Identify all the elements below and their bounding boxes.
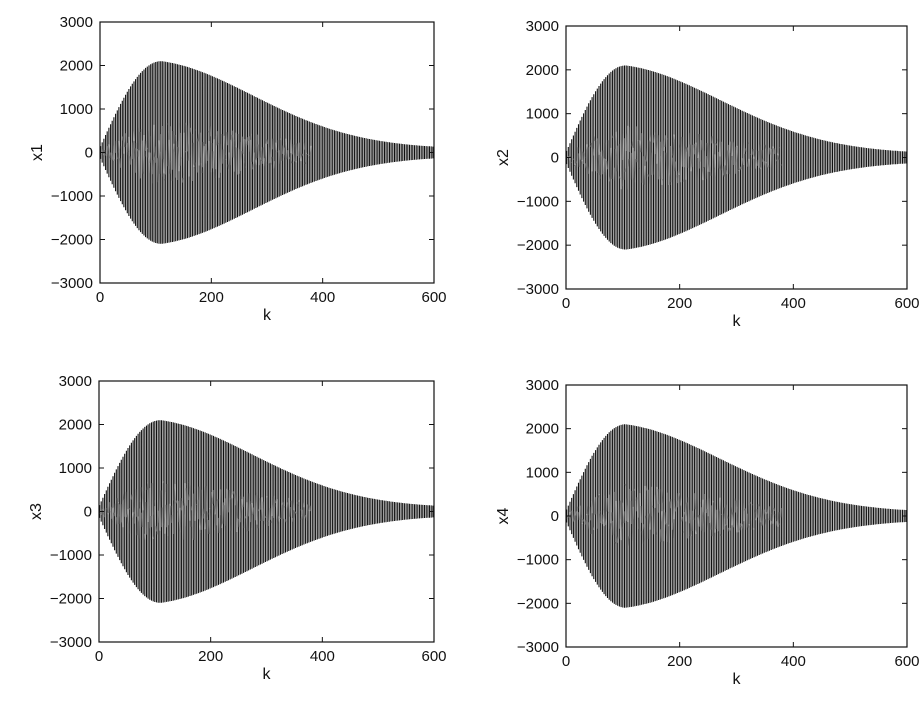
signal-inner-texture	[566, 483, 782, 546]
y-axis-label: x3	[28, 503, 45, 520]
y-tick-label: 0	[85, 145, 93, 162]
signal-oscillation	[566, 424, 907, 608]
y-tick-label: −1000	[50, 547, 92, 564]
y-tick-label: −3000	[517, 281, 559, 298]
x-tick-label: 400	[781, 295, 806, 312]
y-tick-label: 3000	[60, 14, 93, 31]
y-tick-label: −3000	[51, 275, 93, 292]
x-tick-label: 600	[894, 653, 919, 670]
y-tick-label: 0	[84, 504, 92, 521]
y-tick-label: 1000	[526, 106, 559, 123]
y-tick-label: 2000	[59, 417, 92, 434]
y-tick-label: −2000	[51, 232, 93, 249]
x-tick-label: 0	[562, 295, 570, 312]
y-tick-label: 3000	[526, 18, 559, 35]
y-tick-label: −2000	[517, 595, 559, 612]
x-tick-label: 200	[667, 295, 692, 312]
x-tick-label: 0	[96, 289, 104, 306]
signal-inner-texture	[566, 125, 782, 190]
y-tick-label: −1000	[517, 193, 559, 210]
axes-frame	[99, 21, 435, 284]
x-tick-label: 600	[894, 295, 919, 312]
x-tick-label: 400	[310, 648, 335, 665]
x-tick-label: 200	[667, 653, 692, 670]
y-tick-label: 2000	[526, 421, 559, 438]
x-tick-label: 600	[421, 289, 446, 306]
y-tick-label: 3000	[526, 377, 559, 394]
x-axis-label: k	[733, 313, 742, 330]
x-axis-label: k	[263, 666, 272, 683]
y-tick-label: 0	[551, 150, 559, 167]
x-axis-label: k	[263, 307, 272, 324]
y-tick-label: 0	[551, 508, 559, 525]
x-tick-label: 200	[199, 289, 224, 306]
y-tick-label: 1000	[60, 101, 93, 118]
x-tick-label: 600	[421, 648, 446, 665]
y-tick-label: −3000	[517, 639, 559, 656]
y-tick-label: −1000	[517, 552, 559, 569]
y-tick-label: 2000	[60, 58, 93, 75]
y-tick-label: 1000	[526, 464, 559, 481]
y-tick-label: 3000	[59, 373, 92, 390]
x-tick-label: 200	[198, 648, 223, 665]
signal-oscillation	[100, 61, 434, 244]
signal-inner-texture	[100, 122, 312, 184]
y-tick-label: 1000	[59, 460, 92, 477]
y-tick-label: −1000	[51, 188, 93, 205]
y-axis-label: x1	[29, 144, 46, 161]
x-tick-label: 0	[95, 648, 103, 665]
y-axis-label: x4	[495, 507, 512, 524]
y-tick-label: −2000	[50, 591, 92, 608]
x-tick-label: 0	[562, 653, 570, 670]
x-tick-label: 400	[781, 653, 806, 670]
x-tick-label: 400	[310, 289, 335, 306]
x-axis-label: k	[733, 671, 742, 688]
y-tick-label: −3000	[50, 634, 92, 651]
y-tick-label: 2000	[526, 62, 559, 79]
y-axis-label: x2	[495, 149, 512, 166]
y-tick-label: −2000	[517, 237, 559, 254]
